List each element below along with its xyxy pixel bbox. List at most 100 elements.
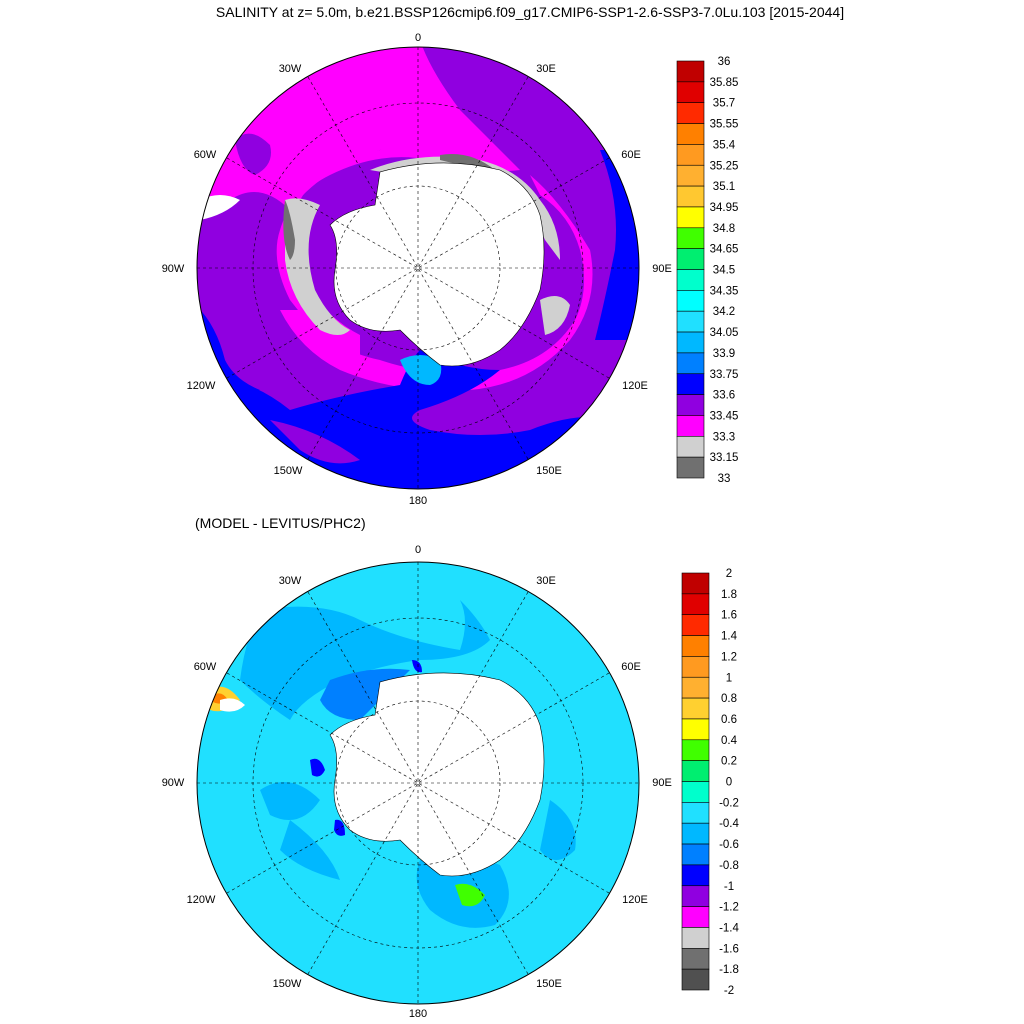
bottom-field-0-4 (455, 883, 485, 907)
bottom-colorbar-label-2: 1.6 (721, 610, 737, 622)
top-colorbar-label-3: 35.55 (710, 119, 739, 131)
top-colorbar-swatch-4 (676, 144, 705, 166)
bottom-colorbar-swatch-19 (681, 968, 710, 991)
bottom-lon-label-30w: 30W (279, 575, 302, 587)
top-colorbar-swatch-3 (676, 123, 705, 145)
bottom-colorbar-label-5: 1 (726, 672, 732, 684)
bottom-lon-label-90w: 90W (162, 777, 185, 789)
top-colorbar-swatch-7 (676, 206, 705, 229)
bottom-colorbar-label-18: -1.6 (719, 943, 739, 955)
top-colorbar-label-18: 33.3 (713, 431, 735, 443)
bottom-map-fill (197, 562, 639, 1004)
bottom-colorbar-swatch-16 (681, 906, 710, 928)
top-lon-label-90w: 90W (162, 263, 185, 275)
bottom-colorbar-label-13: -0.6 (719, 839, 739, 851)
bottom-colorbar-label-15: -1 (724, 881, 734, 893)
top-colorbar-label-7: 34.95 (710, 202, 739, 214)
bottom-lon-labels: 0 30E 60E 90E 120E 150E 180 150W 120W 90… (162, 544, 672, 1020)
bottom-lon-label-180: 180 (409, 1008, 427, 1020)
bottom-field-minus-0-6-c (540, 800, 576, 860)
bottom-lon-label-150e: 150E (536, 978, 562, 990)
top-field-33-a (283, 200, 295, 260)
bottom-colorbar-label-10: 0 (726, 777, 732, 789)
bottom-colorbar-swatch-4 (681, 656, 710, 678)
top-lon-labels: 0 30E 60E 90E 120E 150E 180 150W 120W 90… (162, 32, 672, 507)
bottom-colorbar-label-9: 0.2 (721, 756, 737, 768)
top-colorbar-swatch-17 (676, 415, 705, 437)
bottom-colorbar: 2 1.8 1.6 1.4 1.2 1 0.8 0.6 0.4 0.2 0 -0.2 -0.4 -0.6 -… (681, 568, 740, 997)
bottom-colorbar-label-20: -2 (724, 985, 734, 997)
top-graticule (197, 47, 639, 489)
bottom-colorbar-label-17: -1.4 (719, 922, 739, 934)
top-lon-label-30e: 30E (536, 63, 556, 75)
bottom-colorbar-swatch-1 (681, 593, 710, 615)
bottom-colorbar-label-14: -0.8 (719, 860, 739, 872)
bottom-colorbar-label-19: -1.8 (719, 964, 739, 976)
top-lon-label-60w: 60W (194, 149, 217, 161)
bottom-colorbar-swatch-7 (681, 718, 710, 741)
bottom-colorbar-swatch-10 (681, 781, 710, 803)
top-colorbar-label-13: 34.05 (710, 327, 739, 339)
bottom-colorbar-swatch-9 (681, 760, 710, 782)
top-field-33-45-a (276, 47, 520, 360)
top-field-33-6-south (270, 420, 360, 464)
top-colorbar-label-1: 35.85 (710, 77, 739, 89)
bottom-lon-label-60e: 60E (621, 661, 641, 673)
top-colorbar-label-19: 33.15 (710, 452, 739, 464)
bottom-colorbar-swatch-17 (681, 927, 710, 949)
top-colorbar-label-2: 35.7 (713, 98, 735, 110)
top-colorbar-label-12: 34.2 (713, 306, 735, 318)
top-colorbar: 36 35.85 35.7 35.55 35.4 35.25 35.1 34.95 34.8 34… (676, 56, 739, 485)
top-map (196, 46, 640, 490)
bottom-field-minus-1-d (412, 660, 422, 673)
top-field-33-6-island (235, 133, 271, 175)
bottom-colorbar-label-16: -1.2 (719, 902, 739, 914)
top-colorbar-swatch-10 (676, 269, 705, 291)
bottom-colorbar-label-8: 0.4 (721, 735, 738, 747)
top-colorbar-label-0: 36 (718, 56, 731, 68)
top-colorbar-label-11: 34.35 (710, 285, 739, 297)
top-lon-label-120w: 120W (187, 380, 216, 392)
top-colorbar-swatch-6 (676, 185, 705, 208)
top-field-33-9 (400, 355, 442, 385)
bottom-colorbar-swatch-8 (681, 739, 710, 761)
bottom-colorbar-swatch-18 (681, 947, 710, 970)
bottom-colorbar-label-6: 0.8 (721, 693, 737, 705)
top-colorbar-swatch-18 (676, 435, 705, 458)
top-colorbar-swatch-2 (676, 102, 705, 124)
bottom-colorbar-swatch-3 (681, 635, 710, 657)
top-colorbar-label-16: 33.6 (713, 390, 735, 402)
top-lon-label-30w: 30W (279, 63, 302, 75)
top-field-33-3-b (285, 198, 350, 335)
bottom-colorbar-label-3: 1.4 (721, 631, 738, 643)
top-map-border (196, 46, 640, 490)
bottom-land-antarctica (329, 672, 545, 877)
bottom-land-south-america (220, 698, 245, 712)
top-colorbar-label-14: 33.9 (713, 348, 735, 360)
top-colorbar-label-9: 34.65 (710, 244, 739, 256)
top-colorbar-label-4: 35.4 (713, 139, 736, 151)
top-colorbar-swatch-11 (676, 290, 705, 312)
bottom-field-minus-0-6-e (280, 820, 340, 880)
top-colorbar-label-15: 33.75 (710, 369, 739, 381)
top-colorbar-swatch-1 (676, 81, 705, 103)
top-field-33-3-c (540, 296, 570, 335)
top-colorbar-label-10: 34.5 (713, 265, 735, 277)
top-lon-label-120e: 120E (622, 380, 648, 392)
top-lon-label-60e: 60E (621, 149, 641, 161)
top-lon-label-150w: 150W (274, 465, 303, 477)
bottom-colorbar-swatch-0 (681, 572, 710, 595)
top-colorbar-swatch-12 (676, 310, 705, 333)
bottom-colorbar-label-12: -0.4 (719, 818, 739, 830)
top-colorbar-swatch-16 (676, 394, 705, 416)
bottom-colorbar-swatch-13 (681, 843, 710, 866)
top-colorbar-swatch-0 (676, 60, 705, 83)
top-colorbar-swatch-19 (676, 456, 705, 479)
bottom-colorbar-swatch-14 (681, 864, 710, 887)
top-colorbar-label-5: 35.25 (710, 160, 739, 172)
bottom-colorbar-label-4: 1.2 (721, 651, 737, 663)
bottom-colorbar-swatch-12 (681, 822, 710, 845)
top-colorbar-swatch-13 (676, 331, 705, 354)
top-colorbar-label-6: 35.1 (713, 181, 735, 193)
